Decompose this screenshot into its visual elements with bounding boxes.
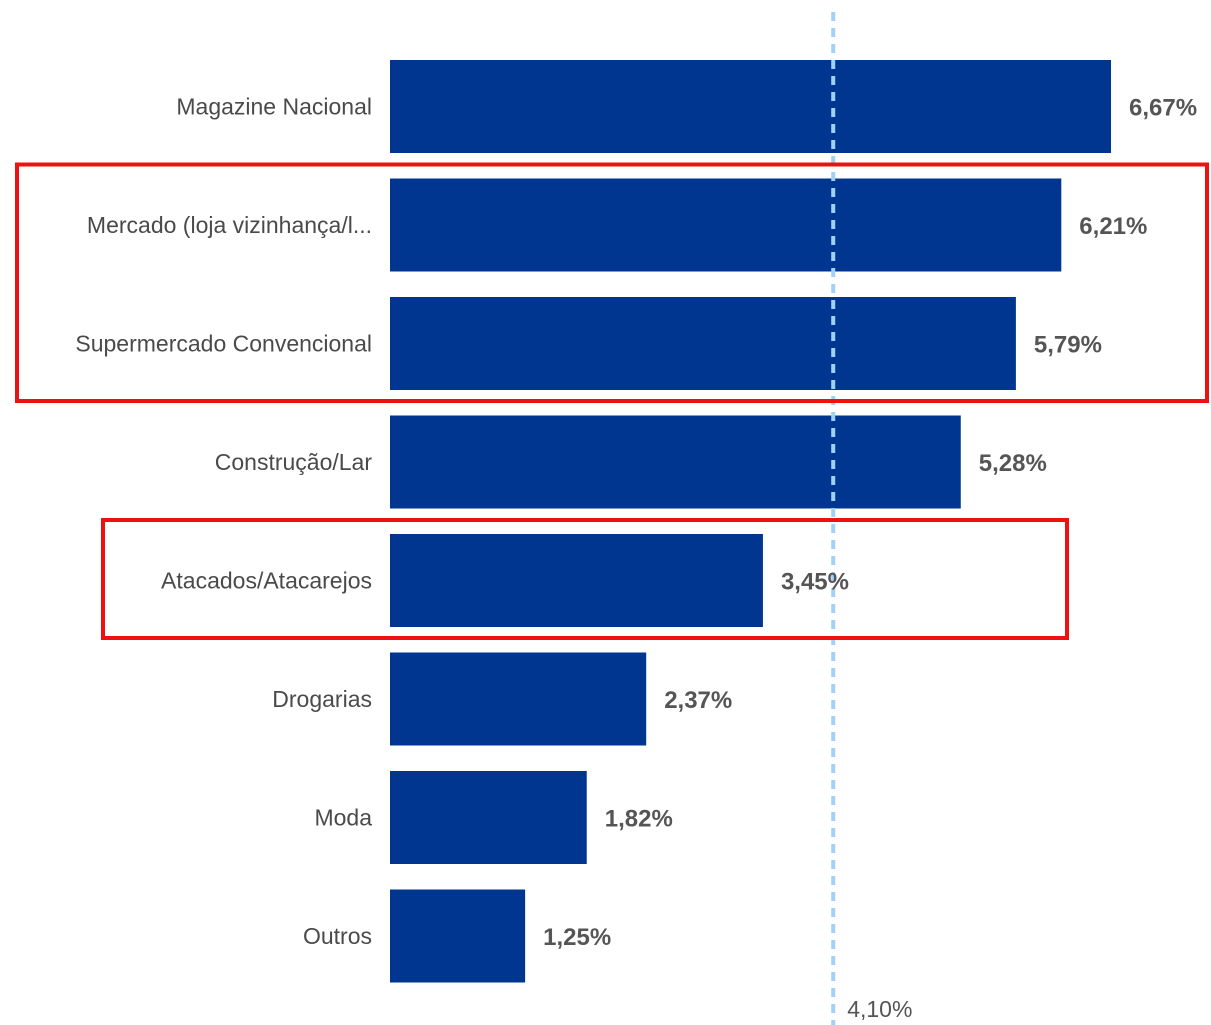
value-label: 2,37% [664, 687, 732, 714]
category-label: Moda [314, 805, 372, 831]
value-label: 5,28% [979, 450, 1047, 477]
bar [390, 178, 1062, 272]
highlight-box [15, 162, 1209, 403]
category-label: Supermercado Convencional [75, 331, 372, 357]
bar [390, 771, 587, 864]
highlight-layer [15, 162, 1209, 640]
category-label: Outros [303, 923, 372, 949]
value-label: 6,21% [1079, 213, 1147, 240]
category-label: Drogarias [272, 686, 372, 712]
category-label: Atacados/Atacarejos [161, 568, 372, 594]
category-label: Magazine Nacional [176, 94, 372, 120]
value-label: 1,25% [543, 924, 611, 951]
bar [390, 297, 1016, 390]
value-label: 1,82% [605, 806, 673, 833]
highlight-box [101, 518, 1069, 640]
bar [390, 889, 526, 983]
bar [390, 60, 1112, 153]
bar [390, 534, 763, 627]
bars-layer [390, 60, 1112, 983]
value-label: 6,67% [1129, 95, 1197, 122]
reference-line-label: 4,10% [847, 996, 912, 1022]
bar [390, 415, 961, 509]
value-label: 5,79% [1034, 332, 1102, 359]
bar [390, 652, 647, 746]
labels-layer: Magazine Nacional 6,67% Mercado (loja vizi… [75, 94, 1197, 1023]
category-label: Mercado (loja vizinhança/l... [87, 212, 372, 238]
category-label: Construção/Lar [215, 449, 373, 475]
value-label: 3,45% [781, 569, 849, 596]
